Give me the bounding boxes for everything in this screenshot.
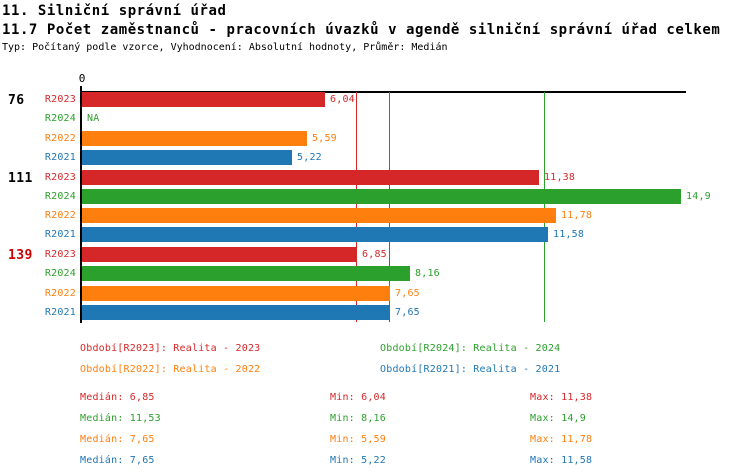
bar-r2024: [82, 266, 410, 282]
stat-min-r2022: Min: 5,59: [330, 434, 386, 445]
bar-r2021: [82, 149, 292, 165]
bar-value-label: 14,9: [686, 190, 711, 202]
bar-r2022: [82, 285, 390, 301]
stat-median-r2021: Medián: 7,65: [80, 455, 155, 466]
median-reference-line-r2021: [389, 92, 390, 322]
bar-r2022: [82, 208, 556, 224]
legend-item-r2023: Období[R2023]: Realita - 2023: [80, 343, 261, 354]
year-label-r2024: R2024: [44, 268, 76, 280]
bar-value-label: 6,85: [362, 249, 387, 260]
bar-value-label: 8,16: [415, 268, 440, 280]
bar-value-label: 5,59: [312, 132, 337, 144]
x-axis-line: [81, 91, 686, 93]
meta-line: Typ: Počítaný podle vzorce, Vyhodnocení:…: [2, 42, 448, 53]
bar-r2021: [82, 304, 390, 320]
stat-max-r2021: Max: 11,58: [530, 455, 593, 466]
bar-value-label: 11,58: [553, 229, 585, 241]
bar-value-label: 7,65: [395, 306, 420, 318]
bar-value-label: 11,38: [544, 171, 576, 183]
legend-item-r2022: Období[R2022]: Realita - 2022: [80, 364, 261, 375]
year-label-r2023: R2023: [44, 249, 76, 260]
axis-zero-label: 0: [78, 72, 86, 85]
stat-min-r2023: Min: 6,04: [330, 392, 386, 403]
median-reference-line-r2024: [544, 92, 545, 322]
year-label-r2024: R2024: [44, 113, 76, 125]
group-label: 139: [8, 248, 33, 263]
bar-value-label: 6,04: [330, 94, 355, 105]
stat-median-r2023: Medián: 6,85: [80, 392, 155, 403]
legend-item-r2021: Období[R2021]: Realita - 2021: [380, 364, 561, 375]
year-label-r2024: R2024: [44, 190, 76, 202]
legend-item-r2024: Období[R2024]: Realita - 2024: [380, 343, 561, 354]
bar-value-label: 5,22: [297, 151, 322, 163]
bar-r2022: [82, 130, 307, 146]
group-label: 76: [8, 93, 25, 108]
page-title: 11. Silniční správní úřad: [2, 3, 227, 19]
year-label-r2023: R2023: [44, 94, 76, 105]
stat-min-r2021: Min: 5,22: [330, 455, 386, 466]
group-label: 111: [8, 170, 33, 186]
stat-max-r2022: Max: 11,78: [530, 434, 593, 445]
y-axis-line: [80, 86, 82, 323]
median-reference-line-r2023: [356, 92, 357, 322]
stat-max-r2023: Max: 11,38: [530, 392, 593, 403]
year-label-r2022: R2022: [44, 132, 76, 144]
year-label-r2022: R2022: [44, 287, 76, 299]
page-subtitle: 11.7 Počet zaměstnanců - pracovních úvaz…: [2, 22, 721, 38]
stat-min-r2024: Min: 8,16: [330, 413, 386, 424]
bar-r2023: [82, 247, 357, 262]
bar-r2021: [82, 227, 548, 243]
stat-max-r2024: Max: 14,9: [530, 413, 586, 424]
year-label-r2021: R2021: [44, 229, 76, 241]
year-label-r2023: R2023: [44, 171, 76, 183]
bar-value-label: 11,78: [561, 210, 593, 222]
year-label-r2021: R2021: [44, 306, 76, 318]
bar-r2024: [82, 188, 681, 204]
bar-r2023: [82, 169, 539, 185]
bar-value-label: 7,65: [395, 287, 420, 299]
year-label-r2021: R2021: [44, 151, 76, 163]
na-value-label: NA: [87, 113, 100, 125]
stat-median-r2022: Medián: 7,65: [80, 434, 155, 445]
stat-median-r2024: Medián: 11,53: [80, 413, 161, 424]
bar-r2023: [82, 92, 325, 107]
year-label-r2022: R2022: [44, 210, 76, 222]
